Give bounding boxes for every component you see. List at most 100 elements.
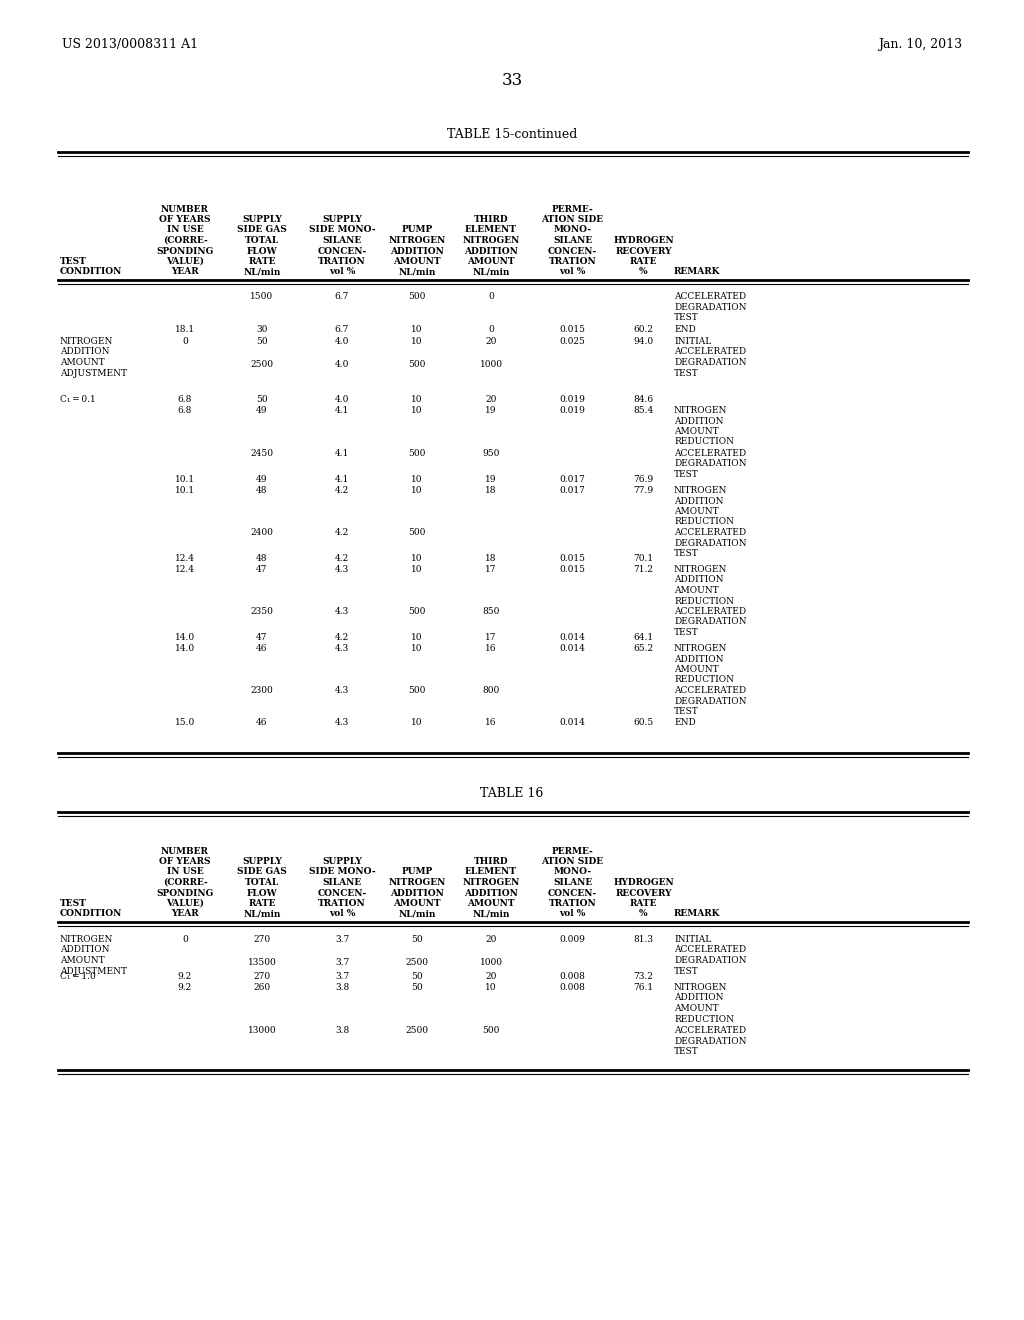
Text: TABLE 15-continued: TABLE 15-continued — [446, 128, 578, 141]
Text: TEST: TEST — [674, 708, 698, 715]
Text: NL/min: NL/min — [472, 909, 510, 919]
Text: TRATION: TRATION — [549, 257, 596, 267]
Text: VALUE): VALUE) — [166, 257, 204, 267]
Text: 6.7: 6.7 — [335, 325, 349, 334]
Text: ADDITION: ADDITION — [674, 417, 724, 425]
Text: 800: 800 — [482, 686, 500, 696]
Text: 2300: 2300 — [251, 686, 273, 696]
Text: RATE: RATE — [630, 257, 657, 267]
Text: SUPPLY: SUPPLY — [242, 215, 282, 224]
Text: 10: 10 — [485, 983, 497, 993]
Text: 6.8: 6.8 — [178, 395, 193, 404]
Text: 3.7: 3.7 — [335, 958, 349, 968]
Text: DEGRADATION: DEGRADATION — [674, 618, 746, 627]
Text: 10: 10 — [412, 644, 423, 653]
Text: 12.4: 12.4 — [175, 565, 195, 574]
Text: 3.8: 3.8 — [335, 1026, 349, 1035]
Text: 49: 49 — [256, 475, 267, 484]
Text: TEST: TEST — [60, 899, 87, 908]
Text: 0.014: 0.014 — [559, 718, 586, 727]
Text: TOTAL: TOTAL — [245, 878, 280, 887]
Text: AMOUNT: AMOUNT — [674, 426, 719, 436]
Text: 0.014: 0.014 — [559, 644, 586, 653]
Text: 18: 18 — [485, 486, 497, 495]
Text: SUPPLY: SUPPLY — [242, 857, 282, 866]
Text: ATION SIDE: ATION SIDE — [542, 215, 603, 224]
Text: 50: 50 — [256, 337, 268, 346]
Text: AMOUNT: AMOUNT — [393, 257, 440, 267]
Text: 77.9: 77.9 — [634, 486, 653, 495]
Text: 0.019: 0.019 — [559, 407, 586, 414]
Text: 2500: 2500 — [406, 1026, 428, 1035]
Text: NL/min: NL/min — [472, 268, 510, 276]
Text: DEGRADATION: DEGRADATION — [674, 1036, 746, 1045]
Text: 18: 18 — [485, 554, 497, 564]
Text: AMOUNT: AMOUNT — [674, 1005, 719, 1012]
Text: 950: 950 — [482, 449, 500, 458]
Text: 4.0: 4.0 — [335, 337, 349, 346]
Text: 12.4: 12.4 — [175, 554, 195, 564]
Text: NITROGEN: NITROGEN — [388, 236, 445, 246]
Text: HYDROGEN: HYDROGEN — [613, 236, 674, 246]
Text: (CORRE-: (CORRE- — [163, 236, 208, 246]
Text: 0.025: 0.025 — [559, 337, 586, 346]
Text: TABLE 16: TABLE 16 — [480, 787, 544, 800]
Text: NITROGEN: NITROGEN — [462, 878, 520, 887]
Text: AMOUNT: AMOUNT — [674, 665, 719, 675]
Text: 50: 50 — [412, 983, 423, 993]
Text: 20: 20 — [485, 337, 497, 346]
Text: 1000: 1000 — [479, 958, 503, 968]
Text: NL/min: NL/min — [244, 268, 281, 276]
Text: 13500: 13500 — [248, 958, 276, 968]
Text: REDUCTION: REDUCTION — [674, 676, 734, 685]
Text: 0.009: 0.009 — [559, 935, 586, 944]
Text: 47: 47 — [256, 565, 267, 574]
Text: 16: 16 — [485, 718, 497, 727]
Text: NL/min: NL/min — [398, 909, 435, 919]
Text: NL/min: NL/min — [398, 268, 435, 276]
Text: 10.1: 10.1 — [175, 486, 195, 495]
Text: ELEMENT: ELEMENT — [465, 226, 517, 235]
Text: 4.1: 4.1 — [335, 449, 349, 458]
Text: 17: 17 — [485, 634, 497, 642]
Text: vol %: vol % — [559, 909, 586, 919]
Text: REDUCTION: REDUCTION — [674, 597, 734, 606]
Text: INITIAL: INITIAL — [674, 337, 712, 346]
Text: 46: 46 — [256, 644, 267, 653]
Text: 10: 10 — [412, 407, 423, 414]
Text: 94.0: 94.0 — [634, 337, 653, 346]
Text: 4.2: 4.2 — [335, 634, 349, 642]
Text: THIRD: THIRD — [474, 857, 508, 866]
Text: RATE: RATE — [630, 899, 657, 908]
Text: 64.1: 64.1 — [634, 634, 653, 642]
Text: NUMBER: NUMBER — [161, 205, 209, 214]
Text: AMOUNT: AMOUNT — [60, 956, 104, 965]
Text: 4.0: 4.0 — [335, 395, 349, 404]
Text: SILANE: SILANE — [553, 878, 592, 887]
Text: NITROGEN: NITROGEN — [462, 236, 520, 246]
Text: 73.2: 73.2 — [634, 972, 653, 981]
Text: REMARK: REMARK — [674, 268, 721, 276]
Text: 260: 260 — [253, 983, 270, 993]
Text: 4.2: 4.2 — [335, 486, 349, 495]
Text: 49: 49 — [256, 407, 267, 414]
Text: 50: 50 — [412, 972, 423, 981]
Text: ACCELERATED: ACCELERATED — [674, 449, 746, 458]
Text: 270: 270 — [253, 972, 270, 981]
Text: ADJUSTMENT: ADJUSTMENT — [60, 368, 127, 378]
Text: TEST: TEST — [674, 628, 698, 638]
Text: SUPPLY: SUPPLY — [323, 215, 361, 224]
Text: ADDITION: ADDITION — [60, 945, 110, 954]
Text: 3.8: 3.8 — [335, 983, 349, 993]
Text: 4.3: 4.3 — [335, 644, 349, 653]
Text: ADDITION: ADDITION — [674, 655, 724, 664]
Text: CONDITION: CONDITION — [60, 268, 123, 276]
Text: 2500: 2500 — [251, 360, 273, 370]
Text: REDUCTION: REDUCTION — [674, 517, 734, 527]
Text: TEST: TEST — [674, 549, 698, 558]
Text: (CORRE-: (CORRE- — [163, 878, 208, 887]
Text: 50: 50 — [256, 395, 268, 404]
Text: 20: 20 — [485, 972, 497, 981]
Text: 4.0: 4.0 — [335, 360, 349, 370]
Text: 19: 19 — [485, 475, 497, 484]
